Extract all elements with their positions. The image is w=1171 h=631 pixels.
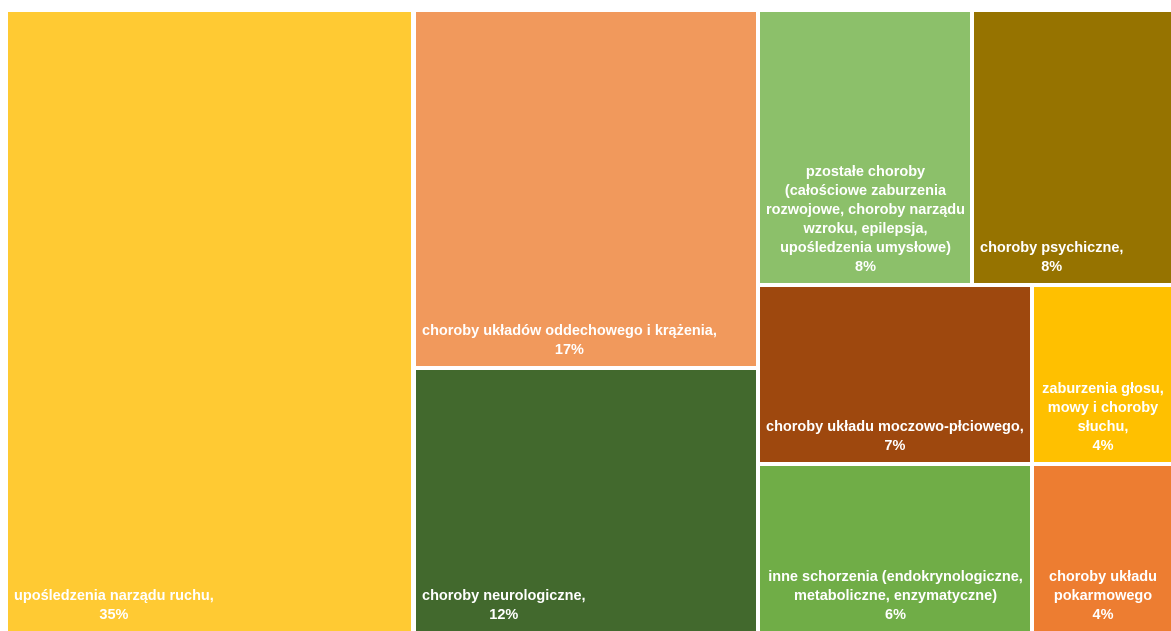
- category-label: choroby układu moczowo-płciowego,: [766, 419, 1024, 435]
- category-label: choroby psychiczne,: [980, 240, 1124, 256]
- tile-label: choroby układów oddechowego i krążenia, 1…: [422, 322, 717, 360]
- value-label: 8%: [1041, 259, 1063, 275]
- category-label: upośledzenia narządu ruchu,: [14, 588, 214, 604]
- value-label: 35%: [99, 607, 129, 623]
- tile: choroby psychiczne, 8%: [974, 12, 1171, 283]
- tile: choroby układu pokarmowego 4%: [1034, 466, 1171, 631]
- category-label: zaburzenia głosu, mowy i choroby słuchu,: [1042, 381, 1164, 435]
- value-label: 4%: [1092, 607, 1114, 623]
- tile: pzostałe choroby (całościowe zaburzenia …: [760, 12, 970, 283]
- tile: choroby układu moczowo-płciowego, 7%: [760, 287, 1030, 462]
- tile: zaburzenia głosu, mowy i choroby słuchu,…: [1034, 287, 1171, 462]
- tile-label: pzostałe choroby (całościowe zaburzenia …: [766, 163, 965, 277]
- value-label: 17%: [554, 342, 584, 358]
- value-label: 8%: [855, 259, 876, 275]
- value-label: 6%: [885, 607, 906, 623]
- tile-label: choroby układu moczowo-płciowego, 7%: [766, 418, 1024, 456]
- tile: upośledzenia narządu ruchu, 35%: [8, 12, 411, 631]
- tile-label: zaburzenia głosu, mowy i choroby słuchu,…: [1040, 380, 1166, 456]
- tile-label: choroby psychiczne, 8%: [980, 239, 1123, 277]
- tile-label: choroby neurologiczne, 12%: [422, 587, 586, 625]
- category-label: pzostałe choroby (całościowe zaburzenia …: [766, 164, 965, 256]
- tile-label: inne schorzenia (endokrynologiczne, meta…: [766, 568, 1025, 625]
- category-label: inne schorzenia (endokrynologiczne, meta…: [768, 569, 1023, 604]
- tile-label: upośledzenia narządu ruchu, 35%: [14, 587, 214, 625]
- category-label: choroby układów oddechowego i krążenia,: [422, 323, 717, 339]
- value-label: 12%: [489, 607, 519, 623]
- tile: choroby neurologiczne, 12%: [416, 370, 756, 631]
- value-label: 4%: [1092, 438, 1114, 454]
- value-label: 7%: [884, 438, 906, 454]
- tile: choroby układów oddechowego i krążenia, 1…: [416, 12, 756, 366]
- tile: inne schorzenia (endokrynologiczne, meta…: [760, 466, 1030, 631]
- tile-label: choroby układu pokarmowego 4%: [1040, 568, 1166, 625]
- category-label: choroby neurologiczne,: [422, 588, 586, 604]
- category-label: choroby układu pokarmowego: [1049, 569, 1157, 604]
